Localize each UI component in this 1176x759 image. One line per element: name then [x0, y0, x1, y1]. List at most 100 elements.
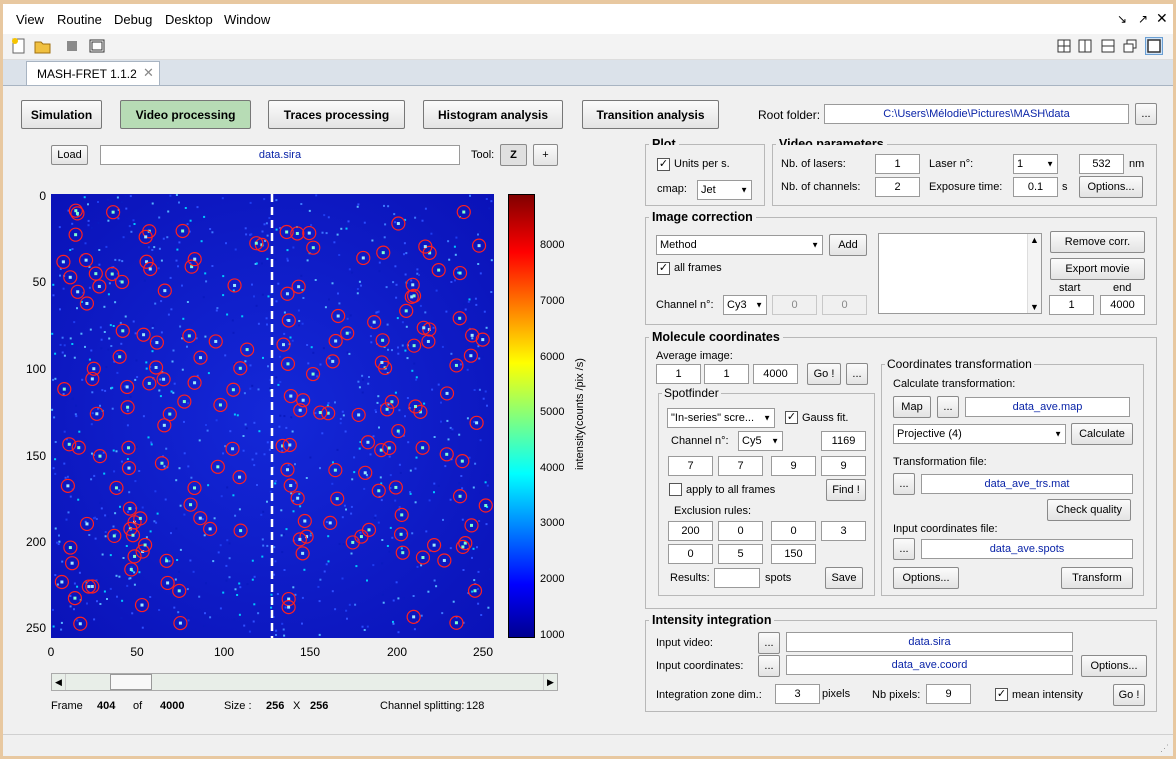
root-folder-browse-button[interactable]: ... [1135, 103, 1157, 125]
apply-all-frames-checkbox[interactable] [669, 483, 682, 496]
laser-n-select[interactable]: 1 ▼ [1013, 154, 1058, 174]
correction-method-select[interactable]: Method ▼ [656, 235, 823, 255]
average-more-button[interactable]: ... [846, 363, 868, 385]
open-folder-icon[interactable] [34, 38, 52, 54]
menu-debug[interactable]: Debug [114, 12, 153, 27]
transform-button[interactable]: Transform [1061, 567, 1133, 589]
exclusion-7[interactable]: 150 [771, 544, 816, 564]
zoom-tool-button[interactable]: Z [500, 144, 527, 166]
menu-view[interactable]: View [16, 12, 44, 27]
nav-simulation-button[interactable]: Simulation [21, 100, 102, 129]
nav-traces-processing-button[interactable]: Traces processing [268, 100, 405, 129]
spot-param-1[interactable]: 7 [668, 456, 713, 476]
wavelength-field[interactable]: 532 [1079, 154, 1124, 174]
video-frame-image[interactable] [51, 194, 494, 638]
average-go-button[interactable]: Go ! [807, 363, 841, 385]
document-tab[interactable]: MASH-FRET 1.1.2 ✕ [26, 61, 160, 85]
map-button[interactable]: Map [893, 396, 931, 418]
undock-icon[interactable]: ↘ [1117, 12, 1128, 26]
calculate-button[interactable]: Calculate [1071, 423, 1133, 445]
video-options-button[interactable]: Options... [1079, 176, 1143, 198]
integration-go-button[interactable]: Go ! [1113, 684, 1145, 706]
transformation-file-field[interactable]: data_ave_trs.mat [921, 474, 1133, 494]
spotfinder-channel-select[interactable]: Cy5 ▼ [738, 431, 783, 451]
map-browse-button[interactable]: ... [937, 396, 959, 418]
spot-count-field[interactable]: 1169 [821, 431, 866, 451]
input-coords-file-field[interactable]: data_ave.spots [921, 539, 1133, 559]
spotfinder-method-select[interactable]: "In-series" scre... ▼ [667, 408, 775, 428]
avg-param-2[interactable]: 1 [704, 364, 749, 384]
input-coordinates-field[interactable]: data_ave.coord [786, 655, 1073, 675]
spot-param-3[interactable]: 9 [771, 456, 816, 476]
nav-transition-analysis-button[interactable]: Transition analysis [582, 100, 719, 129]
nb-lasers-field[interactable]: 1 [875, 154, 920, 174]
intensity-options-button[interactable]: Options... [1081, 655, 1147, 677]
export-movie-button[interactable]: Export movie [1050, 258, 1145, 280]
transformation-browse-button[interactable]: ... [893, 473, 915, 495]
exclusion-4[interactable]: 3 [821, 521, 866, 541]
maximize-layout-icon[interactable] [1145, 37, 1163, 55]
corrections-list[interactable]: ▲ ▼ [878, 233, 1042, 314]
cmap-select[interactable]: Jet ▼ [697, 180, 752, 200]
columns-layout-icon[interactable] [1078, 39, 1092, 53]
grid-layout-icon[interactable] [1057, 39, 1071, 53]
exclusion-6[interactable]: 5 [718, 544, 763, 564]
close-icon[interactable]: ✕ [1156, 10, 1168, 26]
nav-histogram-analysis-button[interactable]: Histogram analysis [423, 100, 563, 129]
all-frames-checkbox[interactable]: ✓ [657, 262, 670, 275]
units-per-s-checkbox[interactable]: ✓ [657, 158, 670, 171]
input-coords-browse-button[interactable]: ... [893, 538, 915, 560]
remove-correction-button[interactable]: Remove corr. [1050, 231, 1145, 253]
export-start-field[interactable]: 1 [1049, 295, 1094, 315]
corrections-scrollbar[interactable]: ▲ ▼ [1027, 234, 1041, 313]
results-field[interactable] [714, 568, 760, 588]
add-correction-button[interactable]: Add [829, 234, 867, 256]
spot-param-2[interactable]: 7 [718, 456, 763, 476]
menu-routine[interactable]: Routine [57, 12, 102, 27]
find-button[interactable]: Find ! [826, 479, 866, 501]
float-layout-icon[interactable] [1123, 39, 1137, 53]
avg-param-3[interactable]: 4000 [753, 364, 798, 384]
nb-pixels-field[interactable]: 9 [926, 684, 971, 704]
map-file-field[interactable]: data_ave.map [965, 397, 1130, 417]
correction-channel-select[interactable]: Cy3 ▼ [723, 295, 767, 315]
slider-left-arrow-icon[interactable]: ◀ [52, 674, 66, 690]
slider-thumb[interactable] [109, 674, 152, 690]
transformation-type-select[interactable]: Projective (4) ▼ [893, 424, 1066, 444]
exclusion-2[interactable]: 0 [718, 521, 763, 541]
new-file-icon[interactable] [11, 38, 27, 54]
input-coordinates-browse-button[interactable]: ... [758, 655, 780, 677]
root-folder-field[interactable]: C:\Users\Mélodie\Pictures\MASH\data [824, 104, 1129, 124]
integration-zone-field[interactable]: 3 [775, 684, 820, 704]
frame-slider[interactable]: ◀ ▶ [51, 673, 558, 691]
nav-video-processing-button[interactable]: Video processing [120, 100, 251, 129]
menu-desktop[interactable]: Desktop [165, 12, 213, 27]
check-quality-button[interactable]: Check quality [1047, 499, 1131, 521]
input-video-field[interactable]: data.sira [786, 632, 1073, 652]
avg-param-1[interactable]: 1 [656, 364, 701, 384]
stop-icon[interactable] [66, 40, 78, 52]
transform-options-button[interactable]: Options... [893, 567, 959, 589]
exclusion-5[interactable]: 0 [668, 544, 713, 564]
rows-layout-icon[interactable] [1101, 39, 1115, 53]
exposure-time-field[interactable]: 0.1 [1013, 177, 1058, 197]
window-icon[interactable] [89, 38, 105, 54]
nb-channels-field[interactable]: 2 [875, 177, 920, 197]
save-spots-button[interactable]: Save [825, 567, 863, 589]
add-tool-button[interactable]: + [533, 144, 558, 166]
load-button[interactable]: Load [51, 145, 88, 165]
spot-param-4[interactable]: 9 [821, 456, 866, 476]
menu-window[interactable]: Window [224, 12, 271, 27]
export-end-field[interactable]: 4000 [1100, 295, 1145, 315]
dock-icon[interactable]: ↗ [1138, 12, 1149, 26]
slider-right-arrow-icon[interactable]: ▶ [543, 674, 557, 690]
input-video-browse-button[interactable]: ... [758, 632, 780, 654]
scroll-up-icon[interactable]: ▲ [1030, 235, 1039, 245]
mean-intensity-checkbox[interactable]: ✓ [995, 688, 1008, 701]
gauss-fit-checkbox[interactable]: ✓ [785, 411, 798, 424]
exclusion-3[interactable]: 0 [771, 521, 816, 541]
video-file-field[interactable]: data.sira [100, 145, 460, 165]
scroll-down-icon[interactable]: ▼ [1030, 302, 1039, 312]
exclusion-1[interactable]: 200 [668, 521, 713, 541]
resize-grip-icon[interactable]: ⋰ [1160, 743, 1169, 753]
